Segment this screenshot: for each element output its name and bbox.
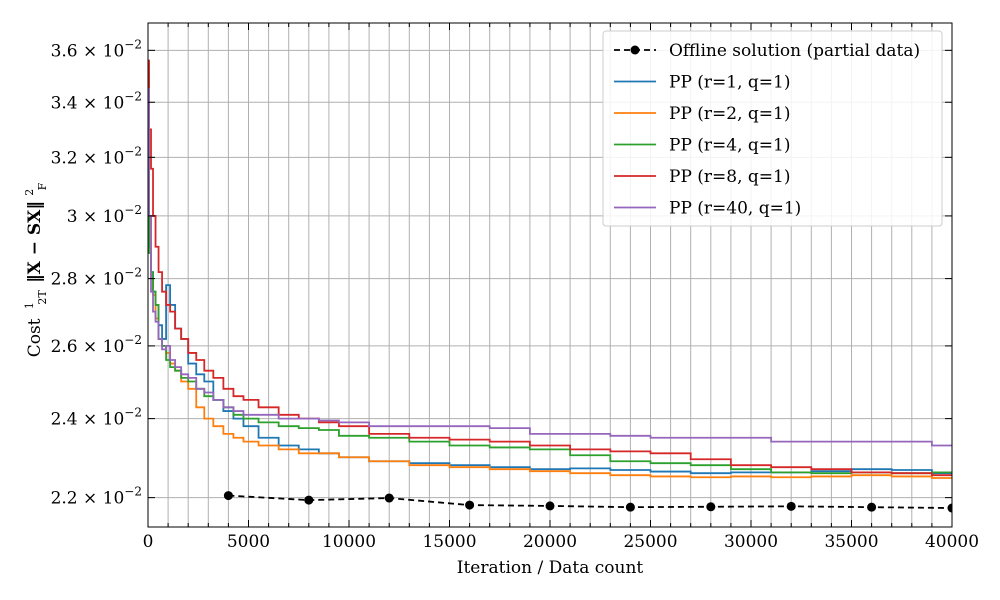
y-tick-label: 3.2 × 10−2 — [51, 144, 142, 168]
x-axis-label: Iteration / Data count — [457, 558, 644, 578]
legend-box — [602, 30, 943, 227]
legend-item: Offline solution (partial data) — [614, 41, 920, 61]
y-tick-label: 3 × 10−2 — [67, 203, 142, 227]
y-axis-label-norm: ‖X − SX‖ — [25, 201, 45, 283]
legend-label: Offline solution (partial data) — [669, 41, 920, 61]
series-layer — [148, 59, 952, 513]
legend-label: PP (r=2, q=1) — [669, 104, 790, 124]
legend-item: PP (r=8, q=1) — [614, 167, 790, 187]
x-tick-label: 0 — [143, 532, 154, 552]
offline-point — [947, 503, 952, 513]
offline-point — [304, 495, 314, 505]
y-tick-label: 2.6 × 10−2 — [51, 333, 142, 357]
x-tick-label: 15000 — [422, 532, 476, 552]
series-line — [148, 88, 952, 447]
ticks — [147, 23, 953, 527]
x-tick-label: 20000 — [523, 532, 577, 552]
series-line — [148, 75, 952, 475]
legend: Offline solution (partial data) PP (r=1, … — [602, 30, 943, 227]
offline-point — [786, 501, 796, 511]
y-axis-label: Cost 1 2T ‖X − SX‖ 2 F — [18, 182, 51, 357]
legend-marker — [630, 45, 640, 55]
legend-label: PP (r=4, q=1) — [669, 136, 790, 156]
legend-item: PP (r=1, q=1) — [614, 73, 790, 93]
legend-label: PP (r=8, q=1) — [669, 167, 790, 187]
x-tick-label: 25000 — [623, 532, 677, 552]
offline-point — [867, 502, 877, 512]
series-line — [148, 59, 952, 477]
offline-point — [384, 493, 394, 503]
y-axis-label-sup: 2 — [23, 189, 36, 196]
series-line — [148, 69, 952, 475]
tick-labels: 0 5000 10000 15000 20000 25000 30000 35000 40000… — [51, 37, 979, 552]
x-tick-label: 5000 — [227, 532, 270, 552]
offline-point — [223, 491, 233, 501]
y-tick-label: 3.6 × 10−2 — [51, 37, 142, 61]
x-tick-label: 10000 — [322, 532, 376, 552]
x-tick-label: 35000 — [824, 532, 878, 552]
x-tick-label: 40000 — [925, 532, 979, 552]
y-tick-label: 2.4 × 10−2 — [51, 406, 142, 430]
legend-label: PP (r=1, q=1) — [669, 73, 790, 93]
y-tick-label: 3.4 × 10−2 — [51, 89, 142, 113]
svg-text:Cost 1 2T ‖X: Cost 1 2T ‖X − SX‖ 2 F — [18, 182, 51, 357]
legend-item: PP (r=4, q=1) — [614, 136, 790, 156]
offline-series-line — [228, 494, 952, 509]
y-tick-label: 2.8 × 10−2 — [51, 266, 142, 290]
legend-item: PP (r=2, q=1) — [614, 104, 790, 124]
y-axis-label-frac-den: 2T — [36, 290, 49, 305]
legend-label: PP (r=40, q=1) — [669, 199, 801, 219]
y-axis-label-sub: F — [36, 182, 49, 190]
offline-point — [465, 500, 475, 510]
legend-item: PP (r=40, q=1) — [614, 199, 801, 219]
offline-point — [706, 502, 716, 512]
y-axis-label-prefix: Cost — [25, 318, 45, 357]
offline-point — [625, 502, 635, 512]
y-tick-label: 2.2 × 10−2 — [51, 485, 142, 509]
x-tick-label: 30000 — [724, 532, 778, 552]
y-axis-label-frac-num: 1 — [23, 302, 36, 309]
offline-point — [545, 501, 555, 511]
